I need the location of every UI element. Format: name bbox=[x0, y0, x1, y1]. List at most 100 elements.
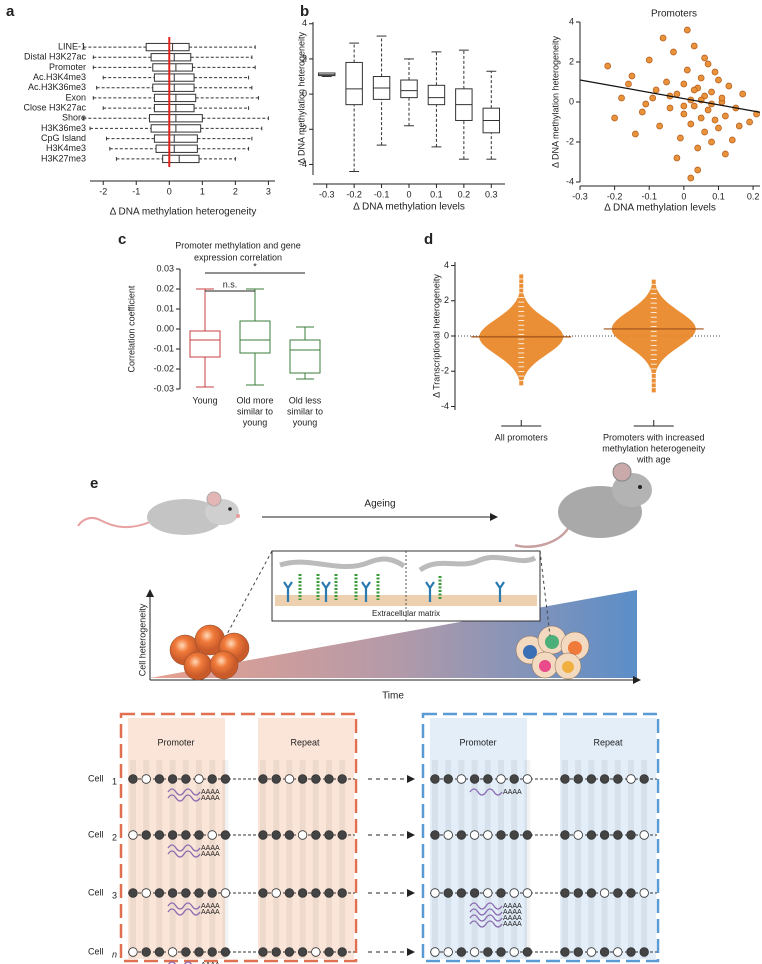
point bbox=[618, 94, 625, 102]
category-label: CpG Island bbox=[41, 133, 86, 143]
category-label: 0.1 bbox=[430, 189, 443, 199]
cpg-site bbox=[337, 830, 347, 840]
x-tick-label: -0.3 bbox=[572, 191, 588, 201]
significance-label: n.s. bbox=[223, 279, 238, 289]
cpg-site bbox=[220, 947, 231, 957]
x-axis-label: Δ DNA methylation levels bbox=[604, 203, 716, 214]
point bbox=[728, 136, 736, 144]
category-label: -0.3 bbox=[319, 189, 335, 199]
category-label: Old more bbox=[236, 395, 273, 405]
cpg-site bbox=[522, 774, 533, 784]
point bbox=[704, 60, 712, 68]
poly-a: AAAA bbox=[503, 903, 522, 910]
transcript bbox=[469, 908, 503, 916]
cpg-column bbox=[260, 760, 266, 958]
cpg-site bbox=[284, 888, 295, 898]
old-mouse bbox=[514, 462, 652, 549]
cpg-column bbox=[484, 760, 491, 958]
category-label: All promoters bbox=[495, 432, 549, 442]
cpg-site bbox=[207, 888, 217, 898]
cpg-site bbox=[613, 830, 623, 840]
category-label: 0 bbox=[406, 189, 411, 199]
y-tick-label: 2 bbox=[302, 53, 307, 63]
cell-index: 2 bbox=[112, 832, 117, 842]
y-tick-label: 4 bbox=[444, 260, 449, 270]
cpg-site bbox=[141, 830, 151, 840]
point bbox=[652, 86, 660, 94]
cpg-site bbox=[141, 888, 151, 898]
y-tick-label: 0.01 bbox=[156, 303, 174, 313]
cpg-site bbox=[613, 774, 623, 784]
y-tick-label: 2 bbox=[444, 295, 449, 305]
cpg-site bbox=[154, 947, 165, 957]
transcript bbox=[469, 902, 503, 910]
point bbox=[645, 56, 653, 64]
cpg-column bbox=[614, 760, 621, 958]
point bbox=[690, 86, 698, 94]
point bbox=[704, 106, 712, 114]
cpg-site bbox=[194, 947, 204, 957]
cpg-site bbox=[324, 774, 334, 784]
point bbox=[628, 72, 636, 80]
transcript bbox=[469, 914, 503, 922]
category-label: H3K27me3 bbox=[41, 153, 86, 163]
y-tick-label: -0.01 bbox=[153, 343, 174, 353]
box bbox=[189, 330, 221, 358]
cell-label: Cell bbox=[88, 887, 104, 897]
poly-a: AAAA bbox=[503, 915, 522, 922]
chart-title: Promoters bbox=[651, 9, 697, 20]
cpg-site bbox=[167, 774, 178, 784]
cpg-column bbox=[641, 760, 648, 958]
cpg-site bbox=[154, 830, 165, 840]
point bbox=[680, 110, 688, 118]
poly-a: AAAA bbox=[201, 845, 220, 852]
cpg-column bbox=[562, 760, 568, 958]
cpg-column bbox=[169, 760, 176, 958]
matrix-label: Extracellular matrix bbox=[372, 609, 440, 618]
point bbox=[694, 166, 702, 174]
cpg-site bbox=[509, 888, 519, 898]
cpg-site bbox=[271, 774, 281, 784]
point bbox=[666, 104, 674, 112]
cpg-site bbox=[496, 947, 506, 957]
point bbox=[663, 78, 670, 86]
cpg-site bbox=[560, 830, 570, 840]
axis-label: Time bbox=[382, 691, 404, 702]
cpg-site bbox=[128, 830, 138, 840]
panel-label: d bbox=[424, 231, 433, 248]
box bbox=[289, 339, 321, 374]
cpg-site bbox=[154, 774, 165, 784]
cpg-site bbox=[560, 888, 570, 898]
cpg-column bbox=[156, 760, 163, 958]
point bbox=[753, 110, 760, 118]
category-label: Old less bbox=[289, 395, 322, 405]
cpg-site bbox=[509, 947, 519, 957]
cpg-site bbox=[181, 947, 191, 957]
cpg-site bbox=[626, 947, 636, 957]
cpg-site bbox=[483, 774, 493, 784]
poly-a: AAAA bbox=[503, 909, 522, 916]
cpg-site bbox=[456, 830, 467, 840]
cpg-site bbox=[430, 888, 440, 898]
poly-a: AAAA bbox=[201, 909, 220, 916]
cpg-column bbox=[222, 760, 229, 958]
cpg-site bbox=[639, 888, 649, 898]
x-tick-label: 0 bbox=[681, 191, 686, 201]
cpg-site bbox=[128, 947, 138, 957]
cpg-site bbox=[207, 830, 217, 840]
panel-label: e bbox=[90, 475, 98, 492]
cpg-site bbox=[639, 947, 649, 957]
point bbox=[725, 82, 733, 90]
point bbox=[711, 68, 719, 76]
cpg-column bbox=[339, 760, 346, 958]
cpg-site bbox=[311, 830, 321, 840]
young-mouse bbox=[77, 491, 240, 535]
cpg-column bbox=[196, 760, 202, 958]
fit-line bbox=[579, 79, 761, 113]
cpg-site bbox=[337, 947, 347, 957]
cpg-site bbox=[167, 830, 178, 840]
cpg-site bbox=[443, 774, 453, 784]
cpg-site bbox=[573, 774, 583, 784]
x-tick-label: -2 bbox=[99, 186, 107, 196]
y-tick-label: 0.00 bbox=[156, 323, 174, 333]
